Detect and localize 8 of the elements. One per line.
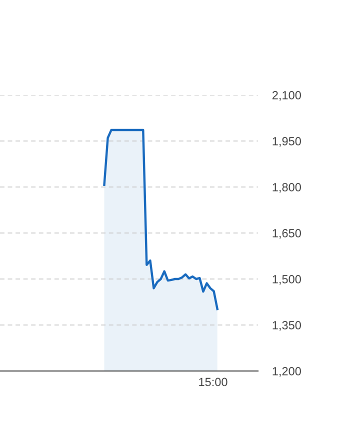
text: 15:00 [199,378,228,386]
y-tick-label: 1,800 [272,183,301,193]
y-tick-label: 1,650 [272,229,301,239]
y-tick-label: 1,350 [272,321,301,331]
y-tick-label: 2,100 [272,91,301,101]
y-tick-label: 1,950 [272,137,301,147]
y-tick-label: 1,500 [272,275,301,285]
y-tick-label: 1,200 [272,367,301,377]
